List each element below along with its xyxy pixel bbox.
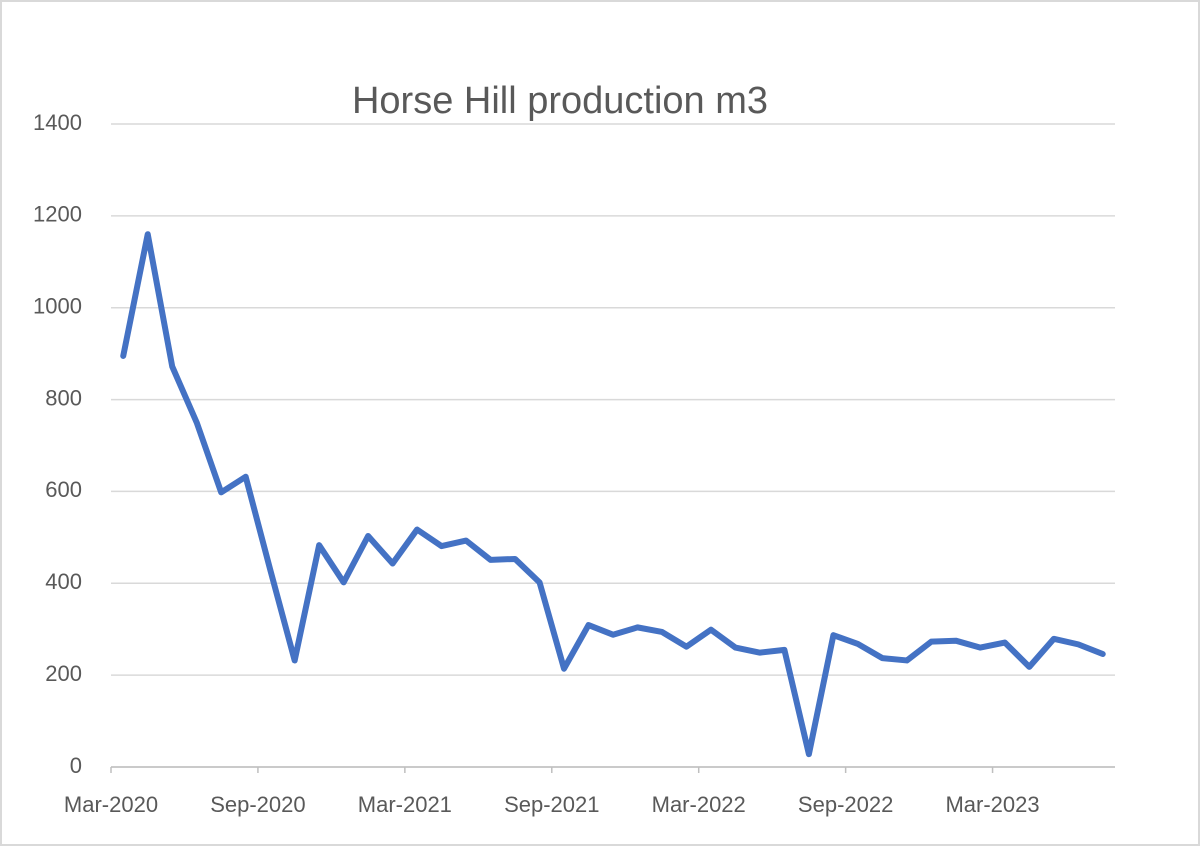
data-line xyxy=(120,231,1106,758)
x-tick-label: Mar-2021 xyxy=(358,792,452,817)
y-tick-label: 1400 xyxy=(33,110,82,135)
y-tick-label: 1200 xyxy=(33,202,82,227)
y-tick-label: 800 xyxy=(45,385,82,410)
x-tick-label: Sep-2022 xyxy=(798,792,893,817)
x-tick-label: Mar-2023 xyxy=(945,792,1039,817)
chart-title: Horse Hill production m3 xyxy=(352,80,768,122)
y-tick-label: 1000 xyxy=(33,294,82,319)
x-tick-label: Sep-2021 xyxy=(504,792,599,817)
y-tick-label: 600 xyxy=(45,477,82,502)
y-tick-label: 400 xyxy=(45,569,82,594)
y-tick-label: 200 xyxy=(45,661,82,686)
x-tick-label: Mar-2022 xyxy=(652,792,746,817)
x-tick-label: Sep-2020 xyxy=(210,792,305,817)
x-tick-label: Mar-2020 xyxy=(64,792,158,817)
y-tick-label: 0 xyxy=(70,753,82,778)
